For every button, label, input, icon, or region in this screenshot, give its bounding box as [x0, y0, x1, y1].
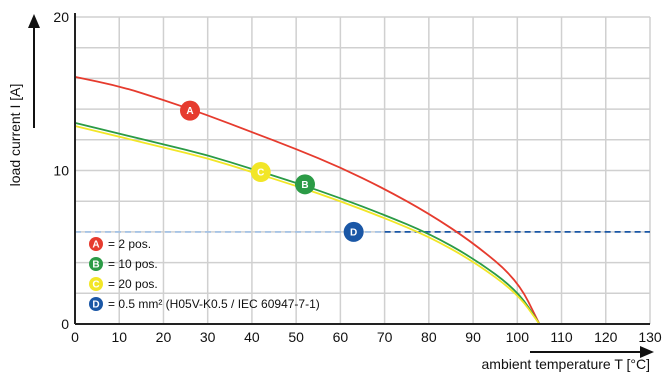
y-tick-label: 0 — [61, 316, 69, 332]
legend-marker-letter-c: C — [92, 280, 99, 291]
x-tick-label: 100 — [506, 329, 530, 345]
badge-letter-a: A — [186, 106, 193, 117]
y-tick-label: 10 — [53, 163, 69, 179]
x-tick-label: 20 — [156, 329, 172, 345]
x-tick-label: 40 — [244, 329, 260, 345]
x-tick-label: 60 — [333, 329, 349, 345]
legend-label-d: = 0.5 mm² (H05V-K0.5 / IEC 60947-7-1) — [108, 297, 320, 311]
x-tick-label: 50 — [288, 329, 304, 345]
axes — [28, 13, 654, 358]
badge-letter-c: C — [257, 168, 264, 179]
tick-labels: 0 10 20 30 40 50 60 70 80 90 100 110 120 130 0 10 20 — [53, 9, 661, 345]
series-line-c — [74, 125, 541, 325]
x-tick-label: 130 — [638, 329, 662, 345]
badge-letter-b: B — [301, 180, 308, 191]
y-tick-label: 20 — [53, 9, 69, 25]
y-axis-arrowhead — [28, 14, 40, 28]
badge-c — [250, 162, 271, 183]
legend-label-c: = 20 pos. — [108, 277, 158, 291]
x-tick-label: 120 — [594, 329, 618, 345]
x-axis-label: ambient temperature T [°C] — [482, 356, 651, 372]
series-line-a — [74, 75, 541, 325]
badge-a — [180, 100, 200, 121]
y-axis-label: load current I [A] — [7, 84, 23, 187]
series-layer — [74, 75, 650, 325]
legend: A = 2 pos. B = 10 pos. C = 20 pos. D = 0.5 mm² … — [89, 237, 320, 311]
badge-letter-d: D — [350, 227, 357, 238]
x-tick-label: 70 — [377, 329, 393, 345]
badge-d — [343, 221, 364, 242]
x-tick-label: 90 — [465, 329, 481, 345]
legend-marker-b — [89, 257, 103, 271]
x-tick-label: 10 — [111, 329, 127, 345]
x-tick-label: 0 — [71, 329, 79, 345]
legend-label-b: = 10 pos. — [108, 257, 158, 271]
legend-marker-letter-d: D — [92, 300, 99, 311]
grid — [75, 16, 651, 324]
x-tick-label: 110 — [550, 329, 573, 345]
legend-marker-a — [89, 237, 103, 251]
legend-marker-letter-a: A — [92, 240, 99, 251]
legend-label-a: = 2 pos. — [108, 237, 151, 251]
curve-badges: A B C D — [180, 100, 364, 242]
legend-marker-letter-b: B — [92, 260, 99, 271]
x-axis-arrowhead — [640, 346, 654, 358]
badge-b — [295, 174, 315, 195]
x-tick-label: 80 — [421, 329, 437, 345]
legend-marker-d — [89, 297, 103, 311]
x-tick-label: 30 — [200, 329, 216, 345]
legend-marker-c — [89, 277, 103, 291]
